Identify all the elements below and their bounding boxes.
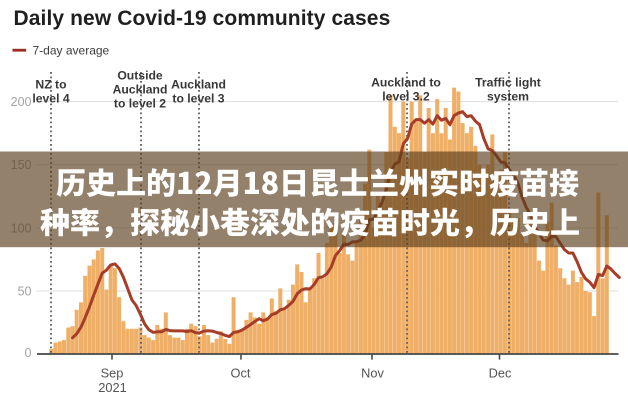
- svg-text:to level 2: to level 2: [114, 97, 166, 111]
- svg-text:Sep: Sep: [101, 366, 124, 381]
- svg-text:Auckland to: Auckland to: [371, 76, 441, 90]
- svg-text:Daily new Covid-19 community c: Daily new Covid-19 community cases: [14, 7, 391, 30]
- svg-text:Traffic light: Traffic light: [475, 76, 541, 90]
- svg-text:50: 50: [18, 284, 32, 298]
- svg-text:7-day average: 7-day average: [33, 44, 110, 58]
- svg-text:Nov: Nov: [361, 366, 384, 381]
- svg-text:NZ to: NZ to: [35, 78, 66, 92]
- svg-text:to level 3: to level 3: [172, 92, 224, 106]
- svg-text:Oct: Oct: [231, 366, 251, 381]
- svg-text:0: 0: [25, 346, 32, 360]
- svg-text:level 3.2: level 3.2: [382, 90, 430, 104]
- svg-text:Dec: Dec: [489, 366, 512, 381]
- svg-text:system: system: [487, 90, 529, 104]
- svg-text:Auckland: Auckland: [113, 83, 168, 97]
- svg-text:2021: 2021: [98, 380, 126, 395]
- svg-text:200: 200: [11, 95, 32, 109]
- svg-text:Outside: Outside: [117, 69, 163, 83]
- svg-text:Auckland: Auckland: [171, 78, 226, 92]
- svg-text:level 4: level 4: [32, 92, 69, 106]
